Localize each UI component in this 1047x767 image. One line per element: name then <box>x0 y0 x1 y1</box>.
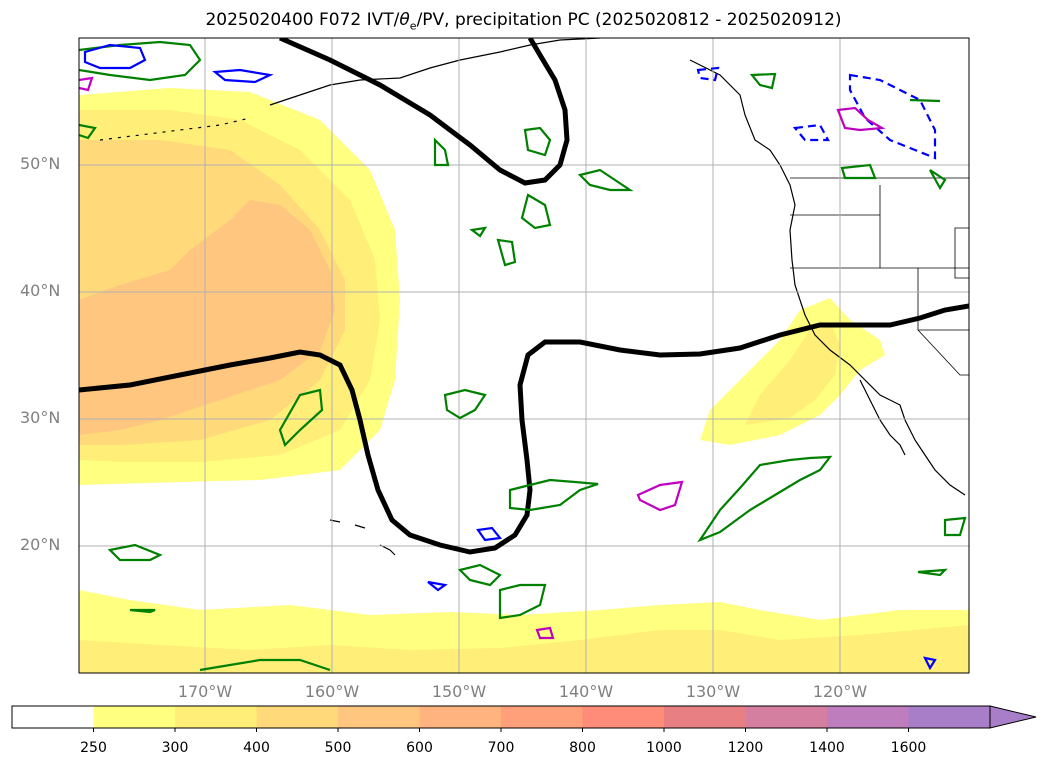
colorbar-segment <box>501 706 583 728</box>
coastline-alaska <box>269 38 601 106</box>
lat-label-20n: 20°N <box>20 535 61 554</box>
colorbar-tick-label: 700 <box>487 740 515 756</box>
colorbar-segment <box>12 706 94 728</box>
colorbar-tick-label: 1400 <box>809 740 845 756</box>
lon-label-140w: 140°W <box>558 682 614 701</box>
colorbar <box>11 705 1037 732</box>
colorbar-extend-arrow <box>989 705 1037 729</box>
state-borders <box>790 177 969 376</box>
lon-label-130w: 130°W <box>685 682 741 701</box>
colorbar-tick-label: 500 <box>324 740 352 756</box>
map-frame <box>78 37 970 674</box>
colorbar-segment <box>908 706 991 728</box>
pv-contour-north <box>278 38 570 186</box>
lat-label-30n: 30°N <box>20 408 61 427</box>
lon-label-160w: 160°W <box>304 682 360 701</box>
lon-label-170w: 170°W <box>177 682 233 701</box>
ivt-300-plume-california <box>745 322 840 425</box>
figure-title: 2025020400 F072 IVT/θe/PV, precipitation… <box>205 10 842 33</box>
lon-label-120w: 120°W <box>812 682 868 701</box>
lon-label-150w: 150°W <box>431 682 487 701</box>
pv-contour-main <box>79 303 969 555</box>
precip-blue-contours <box>83 43 937 671</box>
colorbar-tick-label: 1000 <box>646 740 682 756</box>
colorbar-segment <box>256 706 339 728</box>
lat-label-40n: 40°N <box>20 281 61 300</box>
graticule <box>79 38 969 673</box>
precip-magenta-contours <box>79 76 886 640</box>
colorbar-segment <box>582 706 665 728</box>
colorbar-tick-label: 400 <box>243 740 270 756</box>
colorbar-tick-label: 800 <box>569 740 596 756</box>
ivt-500-region-west <box>79 200 335 435</box>
coastline-baja <box>859 379 906 456</box>
coastline-north-america <box>689 59 966 496</box>
colorbar-segment <box>338 706 420 728</box>
colorbar-tick-label: 300 <box>161 740 189 756</box>
colorbar-segment <box>93 706 176 728</box>
colorbar-tick-label: 250 <box>80 740 107 756</box>
colorbar-segment <box>175 706 257 728</box>
colorbar-tick-label: 1200 <box>727 740 764 756</box>
colorbar-tick-label: 1600 <box>890 740 927 756</box>
colorbar-segment <box>827 706 909 728</box>
colorbar-segment <box>664 706 746 728</box>
lat-label-50n: 50°N <box>20 154 61 173</box>
colorbar-segment <box>419 706 502 728</box>
colorbar-tick-label: 600 <box>406 740 433 756</box>
colorbar-segment <box>745 706 828 728</box>
precip-green-contours <box>79 40 967 672</box>
